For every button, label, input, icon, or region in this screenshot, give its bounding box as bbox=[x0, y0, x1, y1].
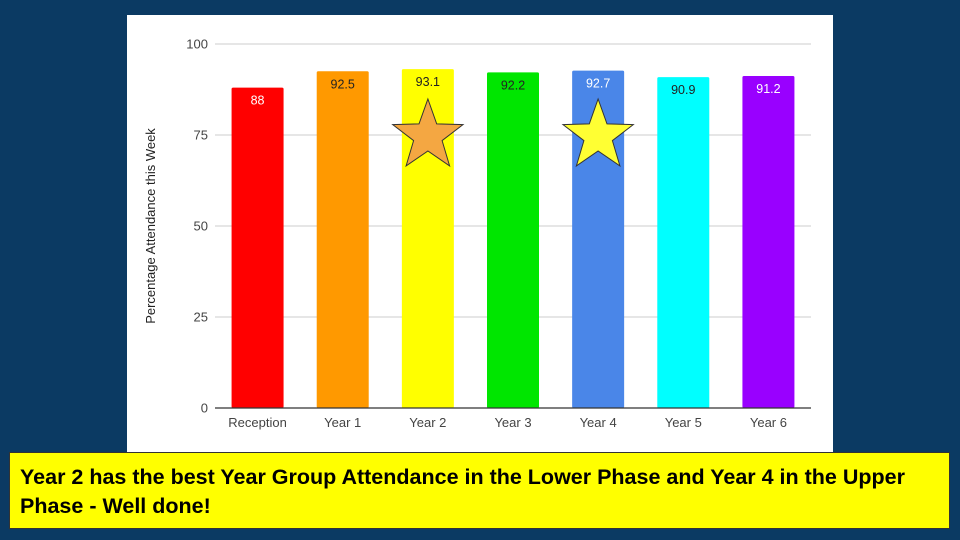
y-axis-title: Percentage Attendance this Week bbox=[143, 128, 158, 324]
chart-panel: 88 92.5 93.1 92.2 92.7 90.9 91.2 0 25 50 75 100 Rec… bbox=[127, 15, 833, 455]
attendance-bar-chart: 88 92.5 93.1 92.2 92.7 90.9 91.2 0 25 50 75 100 Rec… bbox=[143, 37, 811, 430]
x-tick-label: Year 5 bbox=[665, 415, 702, 430]
data-label: 92.5 bbox=[331, 77, 355, 91]
caption-box: Year 2 has the best Year Group Attendanc… bbox=[9, 452, 950, 529]
star-icon bbox=[561, 97, 635, 168]
data-labels: 88 92.5 93.1 92.2 92.7 90.9 91.2 bbox=[251, 75, 781, 108]
data-label: 92.7 bbox=[586, 77, 610, 91]
bars bbox=[231, 69, 795, 409]
data-label: 90.9 bbox=[671, 83, 695, 97]
bar-year-6 bbox=[742, 76, 795, 409]
axes: 0 25 50 75 100 Reception Year 1 Year 2 Year 3 Yea… bbox=[186, 37, 811, 430]
y-tick-label: 0 bbox=[201, 401, 208, 416]
bar-year-1 bbox=[316, 71, 369, 409]
y-tick-label: 25 bbox=[194, 310, 208, 325]
y-tick-label: 75 bbox=[194, 128, 208, 143]
star-icon bbox=[391, 97, 465, 168]
x-tick-label: Reception bbox=[228, 415, 287, 430]
caption-text: Year 2 has the best Year Group Attendanc… bbox=[20, 465, 905, 518]
data-label: 93.1 bbox=[416, 75, 440, 89]
x-tick-label: Year 6 bbox=[750, 415, 787, 430]
data-label: 92.2 bbox=[501, 78, 525, 92]
bar-reception bbox=[231, 87, 284, 409]
y-tick-label: 100 bbox=[186, 37, 208, 52]
y-tick-label: 50 bbox=[194, 219, 208, 234]
bar-year-5 bbox=[657, 77, 710, 409]
x-tick-label: Year 4 bbox=[580, 415, 617, 430]
x-tick-label: Year 1 bbox=[324, 415, 361, 430]
x-tick-label: Year 2 bbox=[409, 415, 446, 430]
x-tick-label: Year 3 bbox=[494, 415, 531, 430]
bar-year-3 bbox=[487, 72, 539, 408]
star-markers bbox=[391, 97, 635, 168]
data-label: 88 bbox=[251, 94, 265, 108]
data-label: 91.2 bbox=[756, 82, 780, 96]
